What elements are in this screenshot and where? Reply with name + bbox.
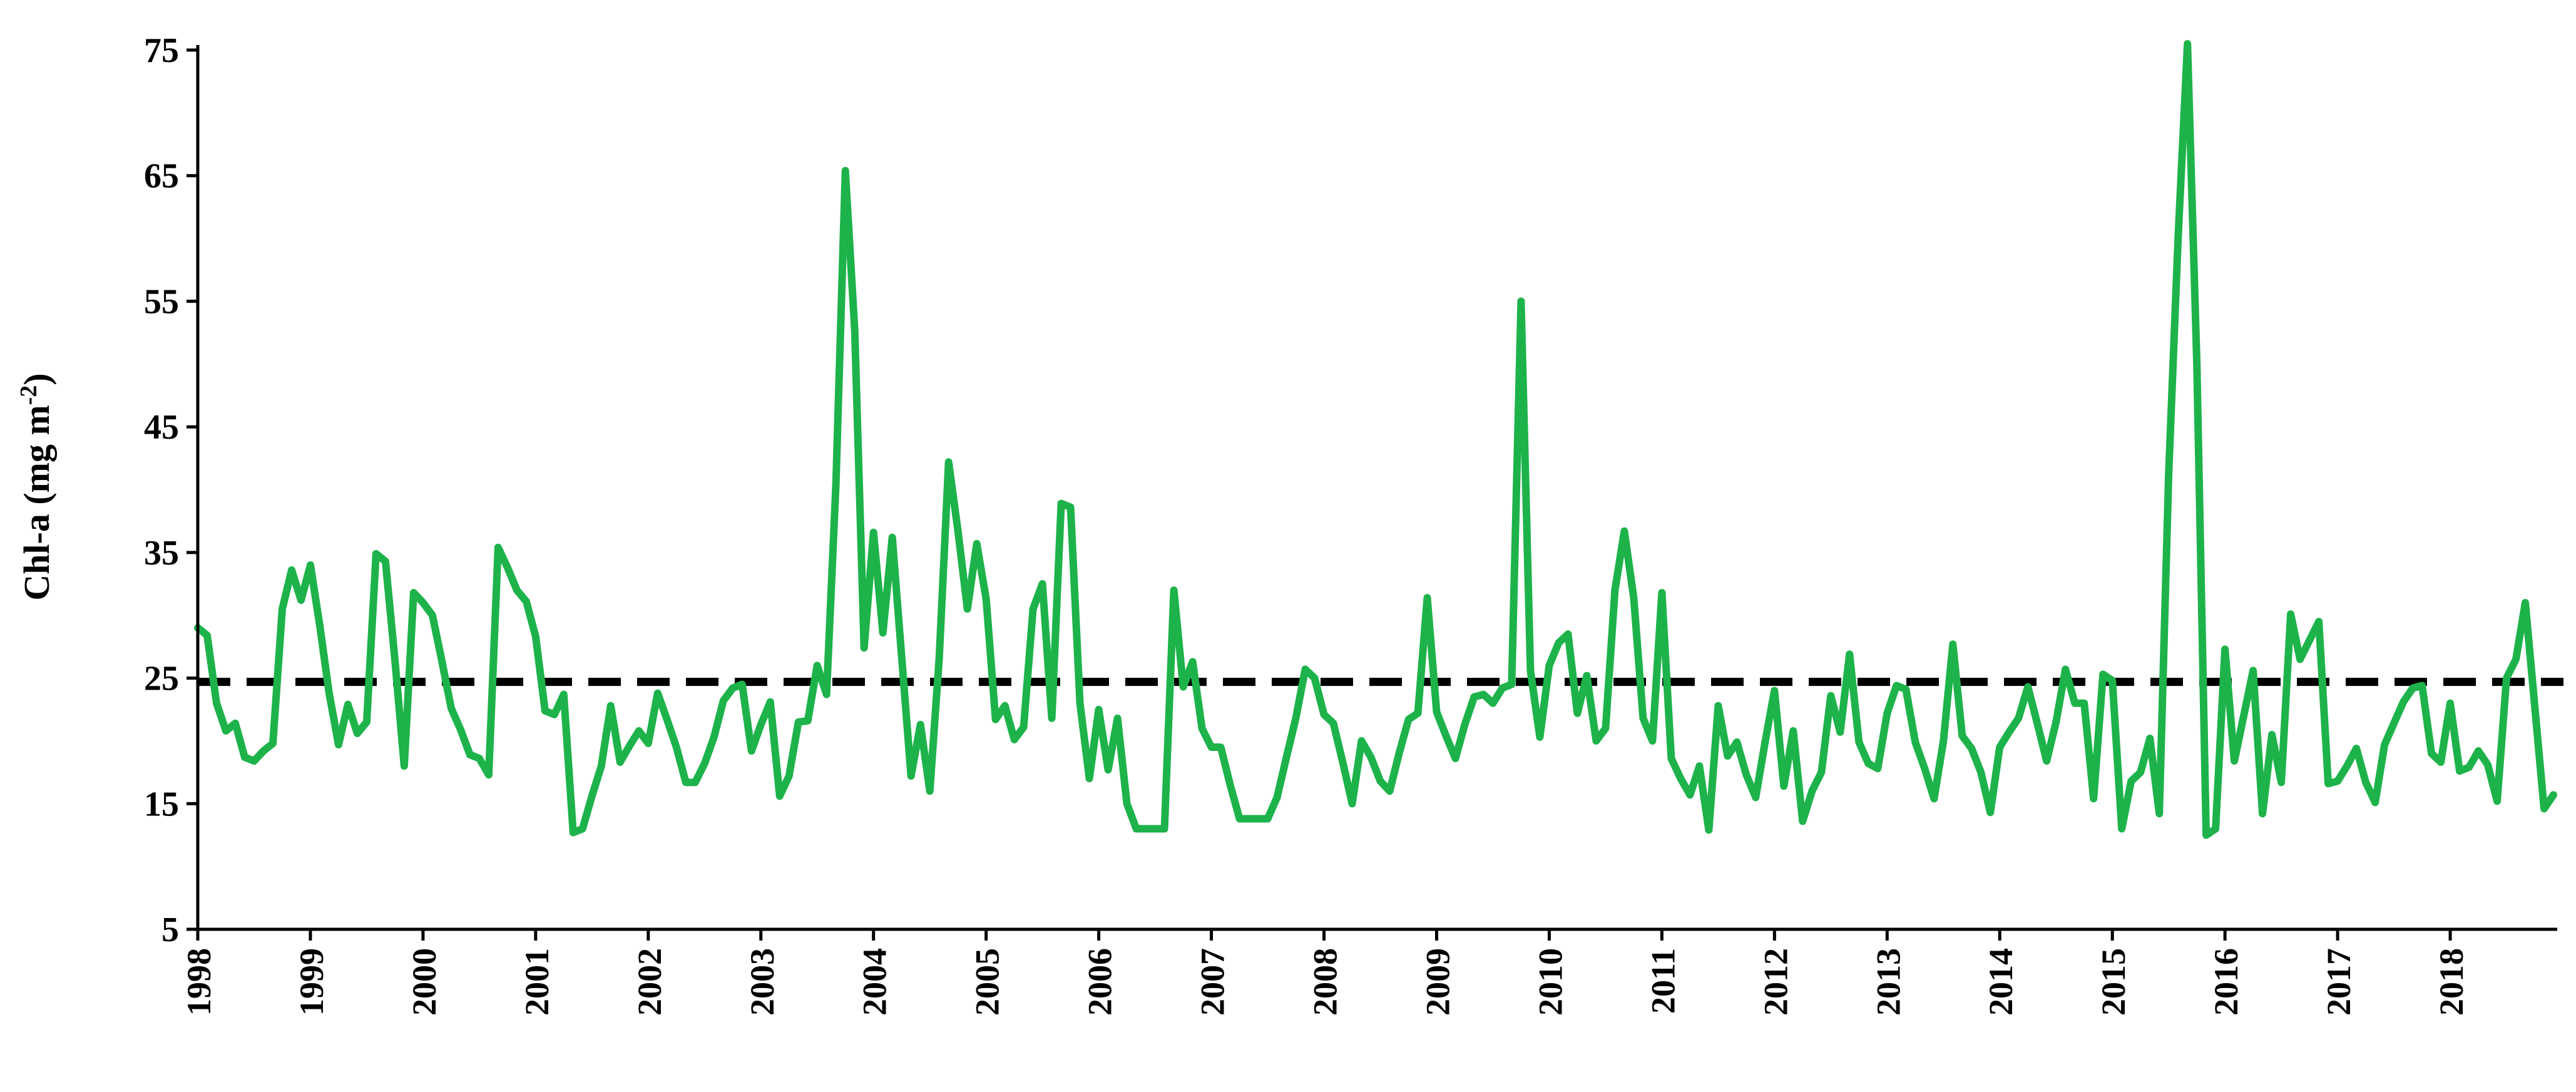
y-tick-label: 35 — [144, 534, 179, 573]
y-tick-label: 15 — [144, 785, 179, 824]
x-tick-label: 2013 — [1869, 948, 1907, 1016]
y-tick-label: 5 — [161, 911, 179, 949]
x-tick-label: 2011 — [1644, 948, 1682, 1014]
y-tick-label: 65 — [144, 157, 179, 196]
y-tick-label: 75 — [144, 31, 179, 70]
x-tick-label: 2017 — [2320, 948, 2358, 1016]
y-axis-ticks: 5 15 25 35 45 55 65 75 — [144, 31, 198, 949]
x-tick-label: 2014 — [1982, 948, 2020, 1016]
x-tick-label: 2009 — [1419, 948, 1456, 1016]
y-tick-label: 25 — [144, 660, 179, 698]
x-tick-label: 2018 — [2433, 948, 2470, 1016]
y-tick-label: 45 — [144, 408, 179, 447]
x-tick-label: 2000 — [406, 948, 443, 1016]
series-layer — [194, 40, 2557, 839]
y-tick-label: 55 — [144, 282, 179, 321]
y-axis-title: Chl-a (mg m-2) — [16, 373, 57, 601]
x-tick-label: 2002 — [631, 948, 668, 1016]
x-tick-label: 2007 — [1194, 948, 1232, 1016]
y-axis-title-superscript: -2 — [16, 385, 42, 406]
x-axis-ticks: 1998 1999 2000 2001 2002 2003 2004 2005 2006 2007… — [180, 929, 2470, 1016]
x-tick-label: 2010 — [1531, 948, 1569, 1016]
x-tick-label: 2001 — [518, 948, 556, 1016]
x-tick-label: 2015 — [2095, 948, 2132, 1016]
x-tick-label: 2008 — [1307, 948, 1344, 1016]
x-tick-label: 1999 — [293, 948, 330, 1016]
x-tick-label: 1998 — [180, 948, 218, 1016]
chl-a-series-line — [194, 40, 2557, 839]
x-tick-label: 2006 — [1081, 948, 1119, 1016]
x-tick-label: 2012 — [1757, 948, 1794, 1016]
x-tick-label: 2005 — [969, 948, 1006, 1016]
x-tick-label: 2004 — [856, 948, 894, 1016]
y-axis-title-close: ) — [16, 373, 57, 385]
x-tick-label: 2003 — [744, 948, 781, 1016]
x-tick-label: 2016 — [2207, 948, 2245, 1016]
axes — [196, 45, 2557, 931]
